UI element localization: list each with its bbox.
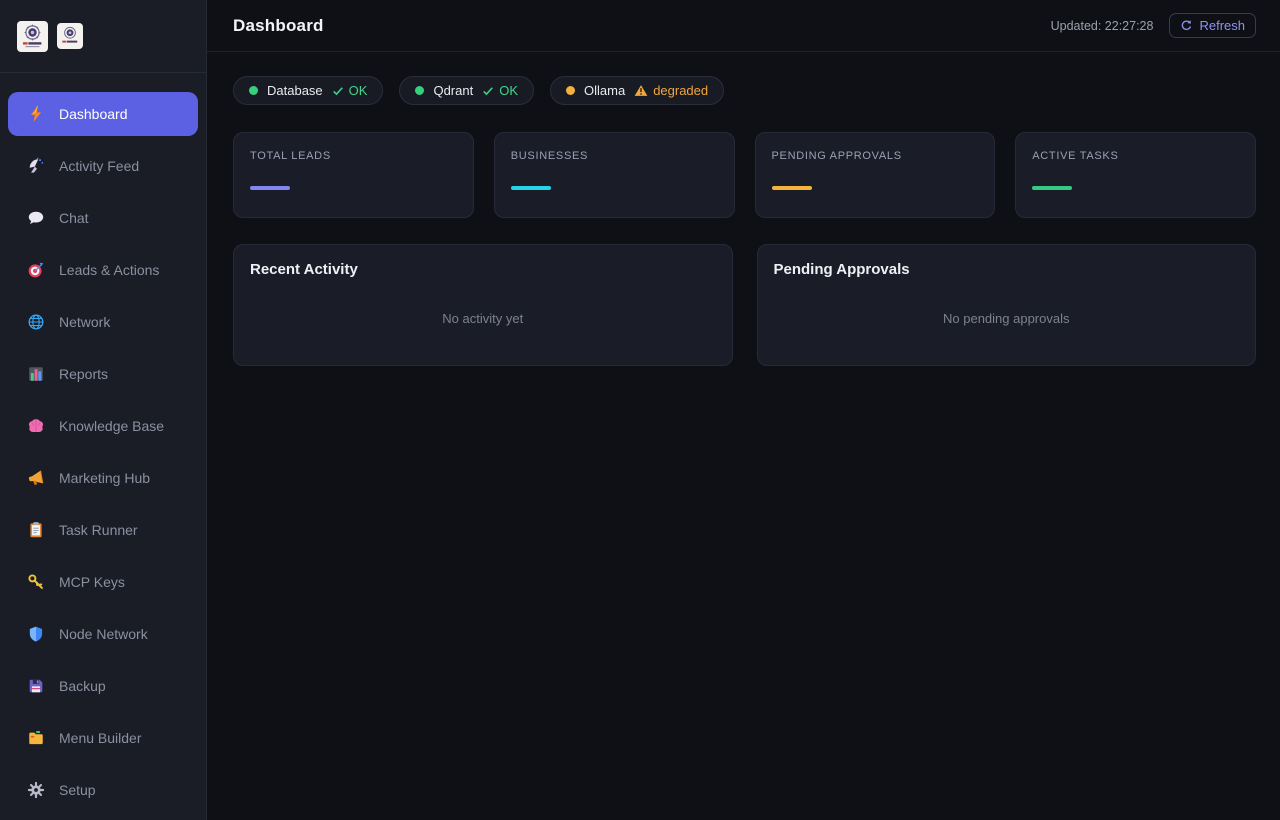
stats-grid: TOTAL LEADS BUSINESSES PENDING APPROVALS…: [233, 132, 1256, 218]
satellite-icon: [26, 157, 46, 175]
dashboard-content: Database OK Qdrant OK Ollama: [207, 52, 1280, 366]
sidebar-item-label: Network: [59, 314, 111, 330]
sidebar-item-dashboard[interactable]: Dashboard: [8, 92, 198, 136]
sidebar-nav: Dashboard Activity Feed Chat Leads & Act…: [0, 73, 206, 820]
status-pill-qdrant: Qdrant OK: [399, 76, 534, 105]
refresh-icon: [1182, 20, 1192, 31]
stat-accent-bar: [1032, 186, 1073, 190]
sidebar-item-knowledge-base[interactable]: Knowledge Base: [8, 404, 198, 448]
globe-icon: [26, 313, 46, 331]
sidebar-item-menu-builder[interactable]: Menu Builder: [8, 716, 198, 760]
sidebar-item-label: Task Runner: [59, 522, 138, 538]
stat-card-businesses: BUSINESSES: [493, 132, 735, 218]
stat-accent-bar: [510, 186, 551, 190]
main-area: Dashboard Updated: 22:27:28 Refresh Data…: [207, 0, 1280, 820]
stat-label: PENDING APPROVALS: [771, 150, 902, 162]
logo-area: [0, 0, 206, 73]
stat-accent-bar: [250, 186, 290, 190]
sidebar-item-setup[interactable]: Setup: [8, 768, 198, 812]
status-dot: [249, 86, 258, 95]
service-name: Qdrant: [433, 83, 474, 98]
service-state: OK: [482, 83, 518, 98]
panel-title: Recent Activity: [250, 261, 358, 278]
service-state-label: degraded: [653, 83, 709, 98]
stat-label: ACTIVE TASKS: [1032, 150, 1119, 162]
service-status-row: Database OK Qdrant OK Ollama: [233, 76, 1256, 105]
check-icon: [483, 86, 494, 95]
sidebar-item-marketing-hub[interactable]: Marketing Hub: [8, 456, 198, 500]
panels-grid: Recent Activity No activity yet Pending …: [233, 244, 1256, 366]
sidebar-item-leads-actions[interactable]: Leads & Actions: [8, 248, 198, 292]
refresh-button-label: Refresh: [1199, 17, 1245, 33]
folder-icon: [26, 729, 46, 747]
sidebar-item-activity-feed[interactable]: Activity Feed: [8, 144, 198, 188]
gear-icon: [26, 781, 46, 799]
check-icon: [332, 86, 343, 95]
sidebar-item-backup[interactable]: Backup: [8, 664, 198, 708]
service-state: OK: [332, 83, 368, 98]
stat-label: BUSINESSES: [510, 150, 589, 162]
bar-chart-icon: [26, 365, 46, 383]
sidebar-item-label: Reports: [59, 366, 109, 382]
brain-icon: [26, 417, 46, 435]
sidebar-item-label: MCP Keys: [59, 574, 125, 590]
warning-triangle-icon: [634, 85, 648, 96]
sidebar-item-label: Dashboard: [59, 106, 128, 122]
service-name: Ollama: [584, 83, 626, 98]
target-icon: [26, 261, 46, 279]
chat-bubble-icon: [26, 209, 46, 227]
sidebar-item-label: Knowledge Base: [59, 418, 165, 434]
panel-title: Pending Approvals: [773, 261, 910, 278]
service-state: degraded: [634, 83, 708, 98]
panel-empty-state: No pending approvals: [943, 311, 1070, 326]
service-state-label: OK: [348, 83, 368, 98]
panel-empty-state: No activity yet: [442, 311, 524, 326]
status-pill-database: Database OK: [233, 76, 384, 105]
sidebar-item-label: Marketing Hub: [59, 470, 151, 486]
refresh-button[interactable]: Refresh: [1169, 12, 1256, 39]
clipboard-icon: [26, 521, 46, 539]
service-state-label: OK: [499, 83, 518, 98]
updated-timestamp: Updated: 22:27:28: [1050, 18, 1154, 33]
pending-approvals-panel: Pending Approvals No pending approvals: [756, 244, 1256, 366]
sidebar-item-reports[interactable]: Reports: [8, 352, 198, 396]
topbar: Dashboard Updated: 22:27:28 Refresh: [207, 0, 1280, 52]
topbar-right: Updated: 22:27:28 Refresh: [1050, 12, 1256, 39]
sidebar-item-label: Setup: [59, 782, 96, 798]
sidebar-item-label: Backup: [59, 678, 106, 694]
sidebar-item-label: Chat: [59, 210, 89, 226]
sidebar-item-mcp-keys[interactable]: MCP Keys: [8, 560, 198, 604]
app-logo-secondary[interactable]: [57, 23, 83, 49]
stat-card-pending-approvals: PENDING APPROVALS: [754, 132, 996, 218]
sidebar: Dashboard Activity Feed Chat Leads & Act…: [0, 0, 207, 820]
emblem-logo-small-icon: [62, 26, 78, 43]
sidebar-item-label: Menu Builder: [59, 730, 142, 746]
status-dot: [566, 86, 575, 95]
stat-card-total-leads: TOTAL LEADS: [233, 132, 474, 218]
megaphone-icon: [26, 469, 46, 487]
sidebar-item-node-network[interactable]: Node Network: [8, 612, 198, 656]
page-title: Dashboard: [233, 15, 324, 35]
status-pill-ollama: Ollama degraded: [550, 76, 725, 105]
shield-icon: [26, 625, 46, 643]
sidebar-item-label: Leads & Actions: [59, 262, 160, 278]
status-dot: [415, 86, 425, 95]
floppy-disk-icon: [26, 677, 46, 695]
sidebar-item-label: Activity Feed: [59, 158, 140, 174]
service-name: Database: [267, 83, 323, 98]
stat-accent-bar: [771, 186, 812, 190]
sidebar-item-network[interactable]: Network: [8, 300, 198, 344]
app-logo-primary[interactable]: [17, 20, 48, 52]
recent-activity-panel: Recent Activity No activity yet: [233, 244, 733, 366]
key-icon: [26, 573, 46, 591]
sidebar-item-label: Node Network: [59, 626, 148, 642]
sidebar-item-task-runner[interactable]: Task Runner: [8, 508, 198, 552]
sidebar-item-chat[interactable]: Chat: [8, 196, 198, 240]
emblem-logo-icon: [23, 24, 42, 47]
stat-label: TOTAL LEADS: [250, 150, 331, 162]
stat-card-active-tasks: ACTIVE TASKS: [1015, 132, 1256, 218]
lightning-icon: [26, 105, 46, 123]
